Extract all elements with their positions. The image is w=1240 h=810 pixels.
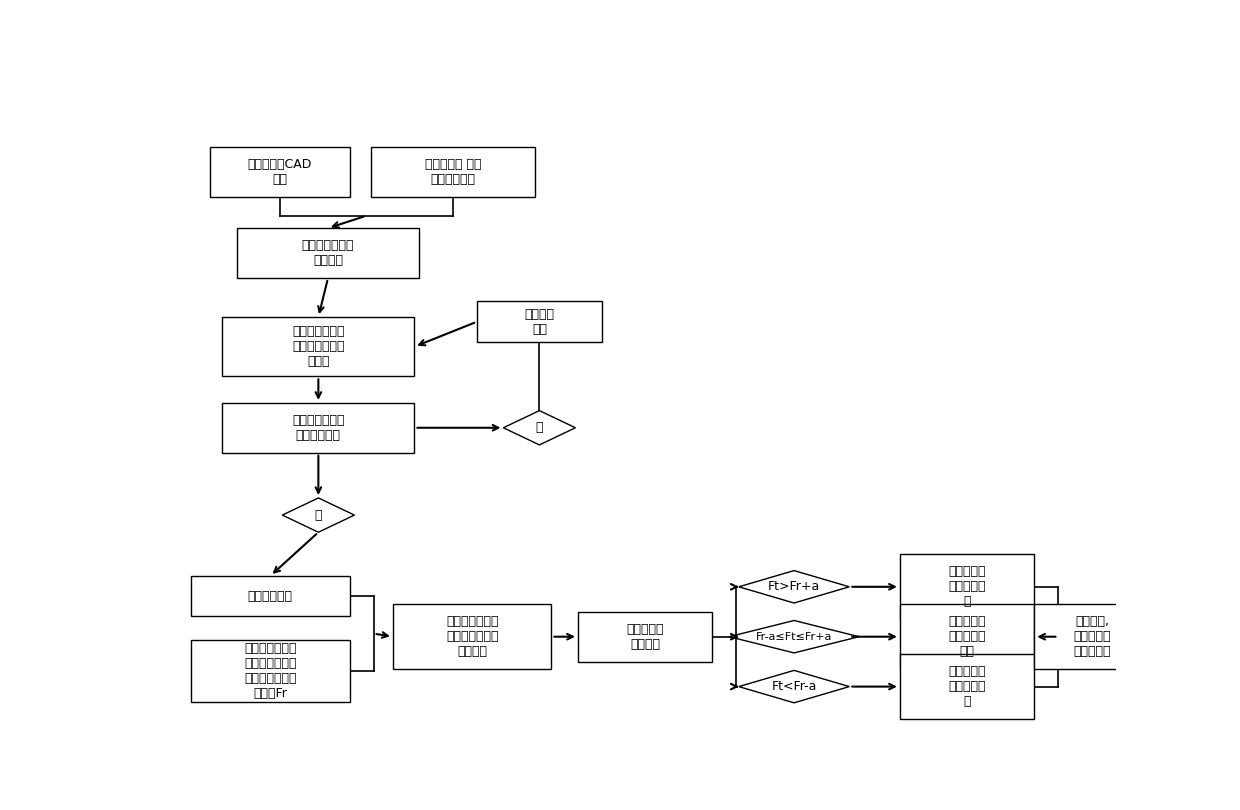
Text: Ft>Fr+a: Ft>Fr+a — [768, 580, 820, 593]
FancyBboxPatch shape — [211, 147, 350, 197]
Text: 确定不同的打磨
工具组合: 确定不同的打磨 工具组合 — [301, 239, 355, 267]
Text: 汽车铸锻件 飞边
真实分布情况: 汽车铸锻件 飞边 真实分布情况 — [424, 158, 481, 186]
Polygon shape — [729, 620, 859, 653]
Polygon shape — [503, 411, 575, 445]
Text: Fr-a≤Ft≤Fr+a: Fr-a≤Ft≤Fr+a — [756, 632, 832, 642]
Text: 重新规划
路径: 重新规划 路径 — [525, 308, 554, 335]
FancyBboxPatch shape — [237, 228, 419, 278]
Text: 否: 否 — [536, 421, 543, 434]
Text: 汽车铸锻件飞边
是否打磨到位: 汽车铸锻件飞边 是否打磨到位 — [293, 414, 345, 441]
Polygon shape — [283, 498, 355, 532]
FancyBboxPatch shape — [1034, 604, 1149, 669]
Text: 规划路径合理: 规划路径合理 — [248, 590, 293, 603]
Text: 基于前期大量工
艺试验，在机器
人控制器中设定
参考力Fr: 基于前期大量工 艺试验，在机器 人控制器中设定 参考力Fr — [244, 642, 296, 700]
FancyBboxPatch shape — [222, 317, 414, 377]
Text: Ft<Fr-a: Ft<Fr-a — [771, 680, 817, 693]
Polygon shape — [739, 570, 849, 603]
FancyBboxPatch shape — [900, 654, 1034, 719]
Polygon shape — [739, 671, 849, 703]
FancyBboxPatch shape — [222, 403, 414, 453]
FancyBboxPatch shape — [900, 604, 1034, 669]
Text: 机器人以恒
定进给速度
打磨: 机器人以恒 定进给速度 打磨 — [949, 616, 986, 659]
Text: 是: 是 — [315, 509, 322, 522]
FancyBboxPatch shape — [191, 640, 350, 702]
FancyBboxPatch shape — [393, 604, 552, 669]
Text: 机器人从上料工
位抓取待打磨汽
车铸锻件: 机器人从上料工 位抓取待打磨汽 车铸锻件 — [446, 616, 498, 659]
Text: 打磨完成,
卸料后进行
下一个打磨: 打磨完成, 卸料后进行 下一个打磨 — [1074, 616, 1111, 659]
FancyBboxPatch shape — [477, 301, 601, 342]
Text: 机器人增加
进给速度打
磨: 机器人增加 进给速度打 磨 — [949, 665, 986, 708]
Text: 开始机器人
力控打磨: 开始机器人 力控打磨 — [626, 623, 663, 650]
FancyBboxPatch shape — [578, 612, 713, 662]
FancyBboxPatch shape — [900, 554, 1034, 620]
FancyBboxPatch shape — [371, 147, 534, 197]
Text: 汽车铸锻件CAD
模型: 汽车铸锻件CAD 模型 — [248, 158, 312, 186]
Text: 规划飞边打磨路
径并进行系统加
工仿真: 规划飞边打磨路 径并进行系统加 工仿真 — [293, 325, 345, 369]
Text: 机器人降低
进给速度打
磨: 机器人降低 进给速度打 磨 — [949, 565, 986, 608]
FancyBboxPatch shape — [191, 576, 350, 616]
